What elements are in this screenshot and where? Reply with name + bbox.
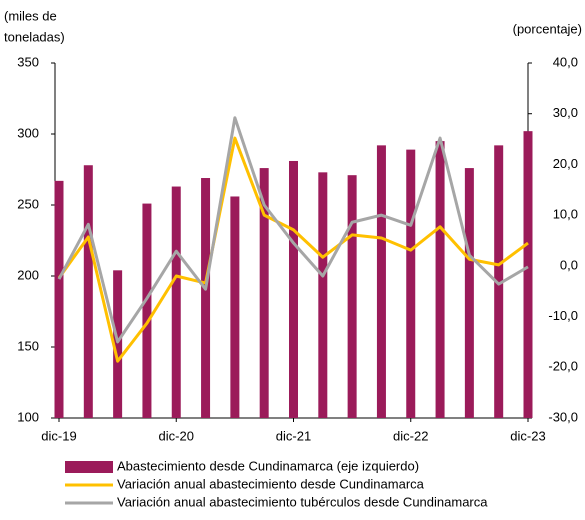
line	[57, 136, 529, 363]
x-tick-label: dic-19	[41, 428, 76, 443]
legend-swatch	[65, 461, 113, 473]
bar	[171, 186, 181, 418]
y2-tick-label: -10,0	[548, 308, 578, 323]
x-tick-label: dic-21	[276, 428, 311, 443]
bar	[142, 203, 152, 418]
bar	[347, 175, 357, 418]
y2-tick-label: 40,0	[553, 54, 578, 69]
y2-tick-label: 20,0	[553, 156, 578, 171]
y-tick-label: 100	[17, 409, 39, 424]
x-tick-label: dic-22	[393, 428, 428, 443]
bar	[523, 131, 533, 418]
x-tick-label: dic-23	[510, 428, 545, 443]
y-tick-label: 150	[17, 338, 39, 353]
x-tick-label: dic-20	[159, 428, 194, 443]
y-axis-label: (miles de	[4, 8, 57, 23]
bar	[201, 178, 211, 418]
bar	[318, 172, 328, 418]
y-tick-label: 200	[17, 267, 39, 282]
bar	[406, 149, 416, 418]
legend-label: Variación anual abastecimiento desde Cun…	[117, 476, 425, 491]
bar	[494, 145, 504, 419]
y2-tick-label: -20,0	[548, 359, 578, 374]
y-tick-label: 300	[17, 125, 39, 140]
bar	[376, 145, 386, 419]
y2-tick-label: 30,0	[553, 105, 578, 120]
bar	[464, 168, 474, 418]
bar	[113, 270, 123, 418]
legend-label: Variación anual abastecimiento tubérculo…	[117, 494, 488, 509]
legend-label: Abastecimiento desde Cundinamarca (eje i…	[117, 458, 419, 473]
y2-tick-label: 10,0	[553, 207, 578, 222]
bar	[83, 165, 93, 418]
bar	[435, 141, 445, 418]
bar	[289, 160, 298, 419]
bar	[259, 168, 269, 418]
y2-tick-label: 0,0	[560, 257, 578, 272]
y-axis-label: toneladas)	[4, 29, 65, 44]
y-tick-label: 350	[17, 54, 39, 69]
line	[57, 116, 529, 344]
bar	[54, 180, 64, 418]
y2-tick-label: -30,0	[548, 409, 578, 424]
y2-axis-label: (porcentaje)	[513, 21, 582, 36]
y-tick-label: 250	[17, 196, 39, 211]
bar	[230, 196, 240, 418]
